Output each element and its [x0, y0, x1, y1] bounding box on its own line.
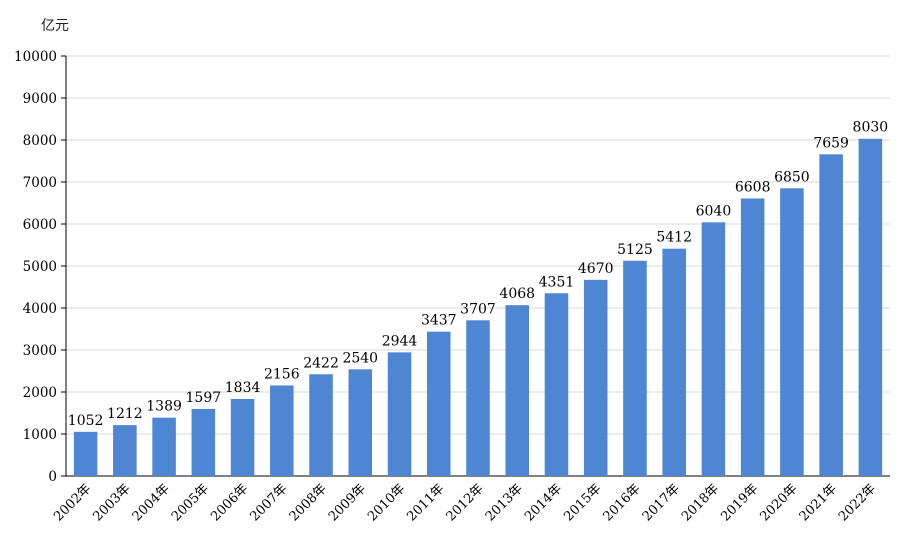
- data-label: 4670: [578, 261, 614, 277]
- data-label: 6850: [774, 169, 810, 185]
- y-tick-label: 3000: [23, 343, 57, 359]
- data-label: 5412: [656, 230, 692, 246]
- y-tick-label: 7000: [23, 175, 57, 191]
- bar: [152, 417, 176, 476]
- data-label: 5125: [617, 242, 653, 258]
- data-label: 4351: [539, 274, 575, 290]
- data-label: 6040: [696, 203, 732, 219]
- gridlines: [66, 55, 890, 435]
- bar: [466, 320, 490, 476]
- bar: [740, 198, 765, 477]
- bar: [505, 305, 530, 476]
- y-tick-label: 8000: [23, 133, 57, 149]
- bar: [113, 425, 137, 476]
- x-tick-labels: 2002年2003年2004年2005年2006年2007年2008年2009年…: [51, 481, 879, 524]
- data-label: 2156: [264, 366, 300, 382]
- y-tick-label: 5000: [23, 259, 57, 275]
- x-tick-label: 2018年: [679, 481, 722, 524]
- bar: [780, 188, 804, 477]
- x-tick-label: 2015年: [561, 481, 604, 524]
- x-tick-label: 2004年: [130, 481, 173, 524]
- x-tick-label: 2005年: [169, 481, 212, 524]
- data-label: 2944: [382, 333, 418, 349]
- data-label: 2422: [303, 355, 339, 371]
- x-tick-label: 2021年: [797, 481, 840, 524]
- y-tick-label: 1000: [23, 427, 57, 443]
- data-label: 1834: [225, 380, 261, 396]
- x-tick-label: 2002年: [51, 481, 94, 524]
- bar: [544, 293, 569, 476]
- data-label: 8030: [853, 120, 889, 136]
- bar: [426, 331, 451, 476]
- x-tick-label: 2010年: [365, 481, 408, 524]
- bar: [701, 222, 726, 476]
- bar: [387, 352, 412, 476]
- x-tick-label: 2007年: [247, 481, 290, 524]
- x-tick-label: 2012年: [444, 481, 487, 524]
- y-tick-label: 10000: [14, 49, 57, 65]
- data-label: 1052: [68, 413, 104, 429]
- data-label: 2540: [342, 350, 378, 366]
- data-label: 1389: [146, 399, 182, 415]
- bar: [270, 385, 294, 476]
- x-tick-label: 2003年: [90, 481, 133, 524]
- data-label: 1212: [107, 406, 143, 422]
- bar: [191, 408, 216, 476]
- y-unit-label: 亿元: [41, 18, 69, 34]
- bar: [309, 374, 333, 476]
- y-tick-label: 6000: [23, 217, 57, 233]
- y-tick-label: 0: [48, 469, 57, 485]
- data-label: 4068: [499, 286, 535, 302]
- bar: [819, 154, 843, 476]
- bar: [623, 260, 647, 476]
- bar: [73, 431, 98, 476]
- x-tick-label: 2022年: [836, 481, 879, 524]
- y-tick-labels: 0 1000 2000 3000 4000 5000 6000 7000 8000 9000 100…: [14, 49, 57, 485]
- x-tick-label: 2020年: [758, 481, 801, 524]
- bar: [230, 398, 255, 476]
- x-tick-label: 2011年: [404, 481, 447, 524]
- bar: [662, 248, 686, 476]
- y-tick-label: 4000: [23, 301, 57, 317]
- bar: [348, 369, 373, 476]
- y-tick-label: 2000: [23, 385, 57, 401]
- data-label: 1597: [186, 390, 222, 406]
- y-tick-label: 9000: [23, 91, 57, 107]
- x-tick-label: 2016年: [601, 481, 644, 524]
- bar: [858, 138, 883, 477]
- data-label: 7659: [813, 135, 849, 151]
- x-tick-label: 2006年: [208, 481, 251, 524]
- data-label: 3437: [421, 313, 457, 329]
- data-label: 3707: [460, 301, 496, 317]
- x-tick-label: 2008年: [287, 481, 330, 524]
- data-label: 6608: [735, 179, 771, 195]
- x-tick-label: 2014年: [522, 481, 565, 524]
- bar: [583, 279, 608, 476]
- x-tick-label: 2017年: [640, 481, 683, 524]
- x-tick-label: 2019年: [718, 481, 761, 524]
- bars: [73, 138, 883, 477]
- x-tick-label: 2009年: [326, 481, 369, 524]
- x-tick-label: 2013年: [483, 481, 526, 524]
